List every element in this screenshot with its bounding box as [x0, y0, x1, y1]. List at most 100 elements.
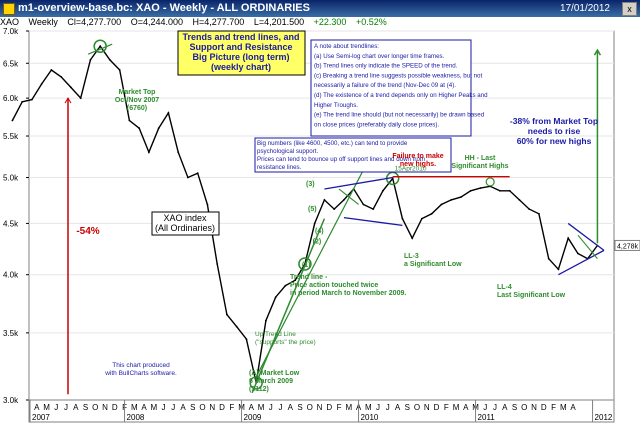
price-point: [70, 86, 72, 89]
x-month-label: O: [307, 403, 313, 412]
x-month-label: J: [279, 403, 283, 412]
failure-label: Failure to make: [392, 153, 443, 160]
close-button[interactable]: x: [622, 2, 637, 16]
note-box-text: (c) Breaking a trend line suggests possi…: [314, 72, 482, 79]
hh-label: Significant Highs: [451, 163, 508, 170]
x-month-label: M: [258, 403, 265, 412]
big-numbers-text: psychological support.: [257, 148, 319, 155]
last-price-label: 4,278k: [617, 243, 639, 250]
price-point: [245, 338, 248, 340]
bullcharts-note: with BullCharts software.: [104, 370, 177, 377]
uptrend-label: ("supports" the price): [255, 339, 316, 346]
ll4-label: Last Significant Low: [497, 292, 566, 299]
price-point: [508, 189, 511, 192]
uptrend-label: Up Trend Line: [255, 331, 296, 338]
trend-line-note: in period March to November 2009.: [290, 290, 406, 297]
x-month-label: O: [414, 403, 420, 412]
note-box-text: (a) Use Semi-log chart over longer time …: [314, 53, 445, 60]
price-point: [440, 203, 443, 206]
x-month-label: S: [83, 403, 88, 412]
x-year-label: 2009: [244, 413, 262, 422]
rise-label: needs to rise: [528, 126, 581, 136]
x-month-label: D: [326, 403, 332, 412]
price-point: [187, 176, 189, 179]
market-low-label: 6 March 2009: [249, 378, 293, 385]
price-point: [226, 313, 228, 316]
x-year-label: 2008: [127, 413, 145, 422]
price-point: [177, 151, 180, 154]
x-month-label: M: [131, 403, 138, 412]
x-month-label: A: [34, 403, 40, 412]
x-month-label: A: [141, 403, 147, 412]
x-month-label: J: [171, 403, 175, 412]
price-point: [206, 203, 209, 206]
x-month-label: A: [288, 403, 294, 412]
y-tick-label: 4.5k: [3, 219, 19, 228]
x-month-label: M: [150, 403, 157, 412]
ll3-label: LL-3: [404, 253, 419, 260]
price-point: [40, 83, 43, 85]
triangle-upper: [567, 222, 605, 251]
price-point: [430, 212, 433, 215]
x-month-label: N: [531, 403, 537, 412]
price-point: [265, 319, 267, 322]
x-month-label: M: [453, 403, 460, 412]
price-point: [50, 69, 53, 71]
x-month-label: A: [395, 403, 401, 412]
x-month-label: N: [424, 403, 430, 412]
big-numbers-text: Big numbers (like 4600, 4500, etc.) can …: [257, 140, 408, 147]
xao-label: XAO index: [163, 213, 207, 223]
price-point: [538, 212, 540, 215]
price-point: [557, 268, 560, 271]
price-point: [138, 127, 141, 130]
window-titlebar: m1-overview-base.bc: XAO - Weekly - ALL …: [0, 0, 640, 17]
price-point: [284, 284, 287, 287]
app-icon: [3, 3, 15, 15]
trend-line-note: Price action touched twice: [290, 282, 378, 289]
price-point: [157, 127, 160, 130]
quote-change: +22.300: [313, 17, 347, 27]
quote-period: Weekly: [28, 17, 58, 27]
price-point: [567, 237, 570, 240]
x-month-label: A: [73, 403, 79, 412]
market-low-label: (A) Market Low: [249, 370, 300, 377]
price-point: [128, 119, 131, 122]
price-point: [109, 59, 111, 61]
price-point: [60, 76, 63, 78]
trend-number-label: (3): [306, 181, 315, 188]
trend-number-label: (5): [308, 206, 317, 213]
quote-change-pct: +0.52%: [355, 17, 387, 27]
y-axis: 7.0k 6.5k 6.0k 5.5k 5.0k 4.5k 4.0k 3.5k 3.0k 4,27…: [3, 28, 640, 405]
x-month-label: J: [376, 403, 380, 412]
y-tick-label: 5.0k: [3, 174, 19, 183]
x-month-label: F: [337, 403, 342, 412]
x-month-label: S: [405, 403, 410, 412]
price-point: [167, 112, 170, 114]
triangle-inner: [577, 234, 598, 260]
price-point: [479, 187, 482, 190]
x-month-label: F: [229, 403, 234, 412]
pct-54-label: -54%: [76, 226, 99, 237]
x-month-label: A: [570, 403, 576, 412]
x-month-label: D: [434, 403, 440, 412]
big-numbers-text: resistance lines.: [257, 164, 302, 171]
x-month-label: O: [92, 403, 98, 412]
quote-close: Cl=4,277.700: [67, 17, 122, 27]
x-axis: AMJJASONDFMAMJJASONDFMAMJJASONDFMAMJJASO…: [28, 399, 615, 423]
price-point: [382, 189, 384, 192]
x-month-label: M: [560, 403, 567, 412]
x-month-label: S: [297, 403, 302, 412]
window-date: 17/01/2012: [559, 3, 610, 14]
quote-high: H=4,277.700: [192, 17, 245, 27]
rise-label: 60% for new highs: [517, 136, 592, 146]
price-point: [11, 119, 14, 122]
title-box: [177, 30, 306, 76]
price-point: [323, 199, 326, 201]
y-tick-label: 7.0k: [3, 28, 19, 36]
price-point: [216, 263, 219, 265]
top-trend-line: [87, 43, 113, 55]
note-box-text: (b) Trend lines only indicate the SPEED …: [314, 63, 458, 70]
hh-label: HH - Last: [465, 155, 496, 162]
rise-label: -38% from Market Top: [510, 116, 598, 126]
note-box-text: Higher Troughs.: [314, 102, 358, 109]
